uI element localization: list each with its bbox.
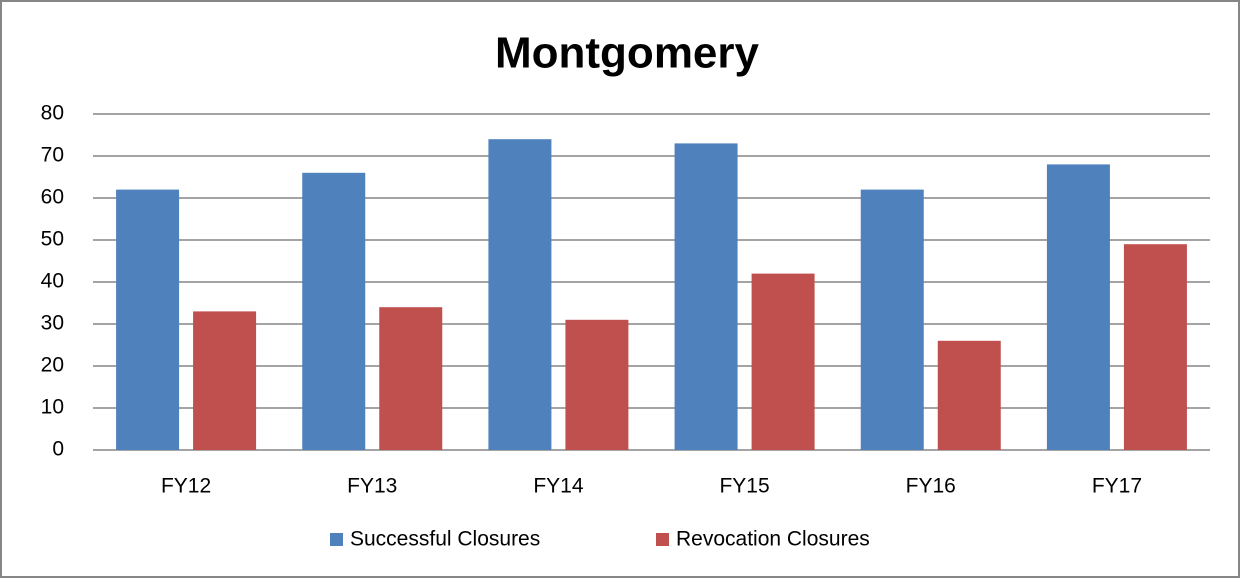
y-tick-label: 50 bbox=[41, 228, 64, 251]
legend-label: Revocation Closures bbox=[676, 528, 870, 551]
bar bbox=[379, 307, 443, 450]
bar bbox=[488, 139, 552, 450]
bar bbox=[937, 340, 1001, 450]
x-tick-label: FY13 bbox=[347, 475, 397, 498]
chart-title: Montgomery bbox=[495, 29, 760, 78]
bar bbox=[1123, 244, 1187, 450]
x-tick-label: FY12 bbox=[161, 475, 211, 498]
y-tick-label: 40 bbox=[41, 270, 64, 293]
x-tick-label: FY15 bbox=[719, 475, 769, 498]
y-tick-label: 70 bbox=[41, 144, 64, 167]
y-tick-label: 10 bbox=[41, 396, 64, 419]
bar bbox=[674, 143, 738, 450]
y-tick-label: 0 bbox=[52, 438, 64, 461]
bar bbox=[565, 319, 629, 450]
x-tick-label: FY14 bbox=[533, 475, 584, 498]
legend-swatch bbox=[656, 533, 669, 546]
bar bbox=[116, 189, 180, 450]
legend-swatch bbox=[330, 533, 343, 546]
x-tick-label: FY16 bbox=[906, 475, 956, 498]
x-tick-label: FY17 bbox=[1092, 475, 1142, 498]
bar bbox=[860, 189, 924, 450]
bar bbox=[193, 311, 257, 450]
bar bbox=[1046, 164, 1110, 450]
y-tick-label: 60 bbox=[41, 186, 64, 209]
legend-label: Successful Closures bbox=[350, 528, 540, 551]
y-tick-label: 30 bbox=[41, 312, 64, 335]
bar bbox=[302, 172, 366, 451]
y-tick-label: 80 bbox=[41, 102, 64, 125]
bar bbox=[751, 273, 815, 450]
y-tick-label: 20 bbox=[41, 354, 64, 377]
